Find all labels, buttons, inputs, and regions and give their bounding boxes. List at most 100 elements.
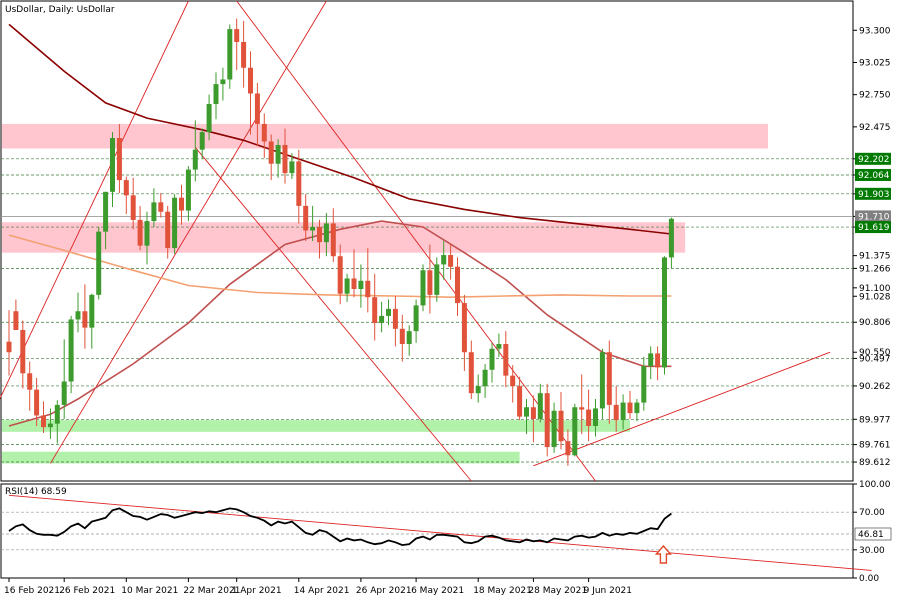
- candle-body: [89, 294, 95, 328]
- candle: [365, 248, 371, 313]
- candle-body: [96, 231, 102, 295]
- candle-body: [448, 255, 454, 267]
- candle-body: [185, 169, 191, 211]
- candle: [41, 401, 46, 433]
- moving-average-line: [8, 23, 672, 235]
- candle-body: [392, 308, 398, 329]
- price-badge: 92.202: [855, 152, 891, 165]
- candle: [261, 113, 267, 158]
- candle-body: [123, 180, 129, 196]
- candle-body: [503, 344, 509, 376]
- price-badge: 91.903: [855, 187, 891, 200]
- candle: [496, 333, 502, 357]
- candle: [20, 320, 26, 389]
- candle: [517, 376, 523, 421]
- y-tick-label: 91.100: [859, 284, 891, 294]
- candle-body: [475, 386, 481, 394]
- candle-body: [634, 402, 640, 414]
- y-tick-label: 92.750: [859, 91, 891, 101]
- candle: [330, 208, 336, 263]
- candle-body: [130, 195, 136, 220]
- candle: [75, 292, 81, 333]
- candle: [310, 205, 316, 241]
- candle: [248, 51, 253, 135]
- moving-average-line: [8, 220, 672, 427]
- candle-body: [296, 161, 302, 206]
- candle-body: [627, 402, 633, 414]
- candle: [27, 361, 33, 411]
- candle-body: [482, 369, 488, 387]
- candle: [47, 408, 53, 439]
- candle: [599, 348, 605, 419]
- rsi-trendline: [8, 494, 872, 571]
- price-badge-label: 91.619: [858, 223, 890, 233]
- candle: [337, 244, 343, 305]
- candle: [524, 399, 529, 435]
- candle: [620, 394, 626, 430]
- rsi-panel: RSI(14) 68.59 100.00 70.00 30.00 0.00 46.81: [0, 480, 892, 584]
- candle: [54, 400, 60, 444]
- candle-body: [75, 311, 81, 320]
- x-axis: 16 Feb 2021 26 Feb 2021 10 Mar 2021 22 Mar …: [4, 578, 632, 596]
- candle-body: [172, 197, 178, 249]
- candle-body: [662, 257, 667, 368]
- price-badge-label: 91.903: [858, 190, 890, 200]
- candle-body: [648, 353, 654, 367]
- candle: [34, 377, 40, 426]
- support-resistance-zone: [2, 123, 768, 149]
- candle: [668, 217, 674, 268]
- candle: [372, 273, 378, 341]
- y-tick-label: 90.806: [859, 318, 891, 328]
- candle-body: [558, 410, 564, 442]
- candle-body: [34, 389, 40, 416]
- candle-body: [282, 145, 288, 174]
- candle-body: [179, 197, 184, 211]
- candle: [503, 331, 509, 388]
- candle-body: [413, 305, 419, 332]
- candle-body: [234, 29, 240, 42]
- candle: [455, 257, 460, 316]
- candle-body: [420, 270, 426, 306]
- candle: [544, 383, 550, 457]
- candle-body: [593, 408, 598, 426]
- candle: [537, 383, 543, 423]
- price-badge-bg: [855, 152, 891, 165]
- candle: [351, 249, 357, 298]
- candle: [386, 299, 391, 326]
- candle: [399, 314, 405, 362]
- candle: [179, 184, 184, 225]
- candle: [61, 339, 67, 419]
- x-tick-label: 10 Mar 2021: [121, 586, 178, 596]
- candle-body: [68, 319, 74, 382]
- candle-body: [213, 84, 219, 105]
- rsi-value-badge: 46.81: [854, 527, 892, 541]
- candle: [475, 374, 481, 403]
- candle-body: [455, 266, 460, 304]
- candle-body: [47, 423, 53, 428]
- candle: [116, 123, 122, 193]
- candle: [558, 392, 564, 450]
- candle: [648, 346, 654, 380]
- candle: [268, 134, 274, 181]
- candle-body: [27, 373, 33, 390]
- candle-body: [323, 223, 329, 243]
- candle-body: [668, 218, 674, 258]
- y-tick-label: 91.028: [859, 292, 891, 302]
- candle: [613, 386, 619, 432]
- candle-body: [330, 223, 336, 257]
- y-tick-label: 93.025: [859, 58, 891, 68]
- candle: [199, 128, 205, 160]
- candle-body: [116, 137, 122, 181]
- candle-body: [544, 393, 550, 448]
- candle: [551, 402, 557, 453]
- candle: [303, 194, 309, 241]
- candle-body: [254, 93, 260, 124]
- candle: [206, 94, 212, 141]
- candle-body: [599, 352, 605, 409]
- candle-body: [241, 41, 247, 68]
- price-badge: 91.710: [855, 210, 891, 223]
- candle: [344, 273, 350, 302]
- candle-body: [379, 315, 385, 323]
- rsi-title: RSI(14) 68.59: [5, 487, 67, 497]
- price-badge-bg: [855, 210, 891, 223]
